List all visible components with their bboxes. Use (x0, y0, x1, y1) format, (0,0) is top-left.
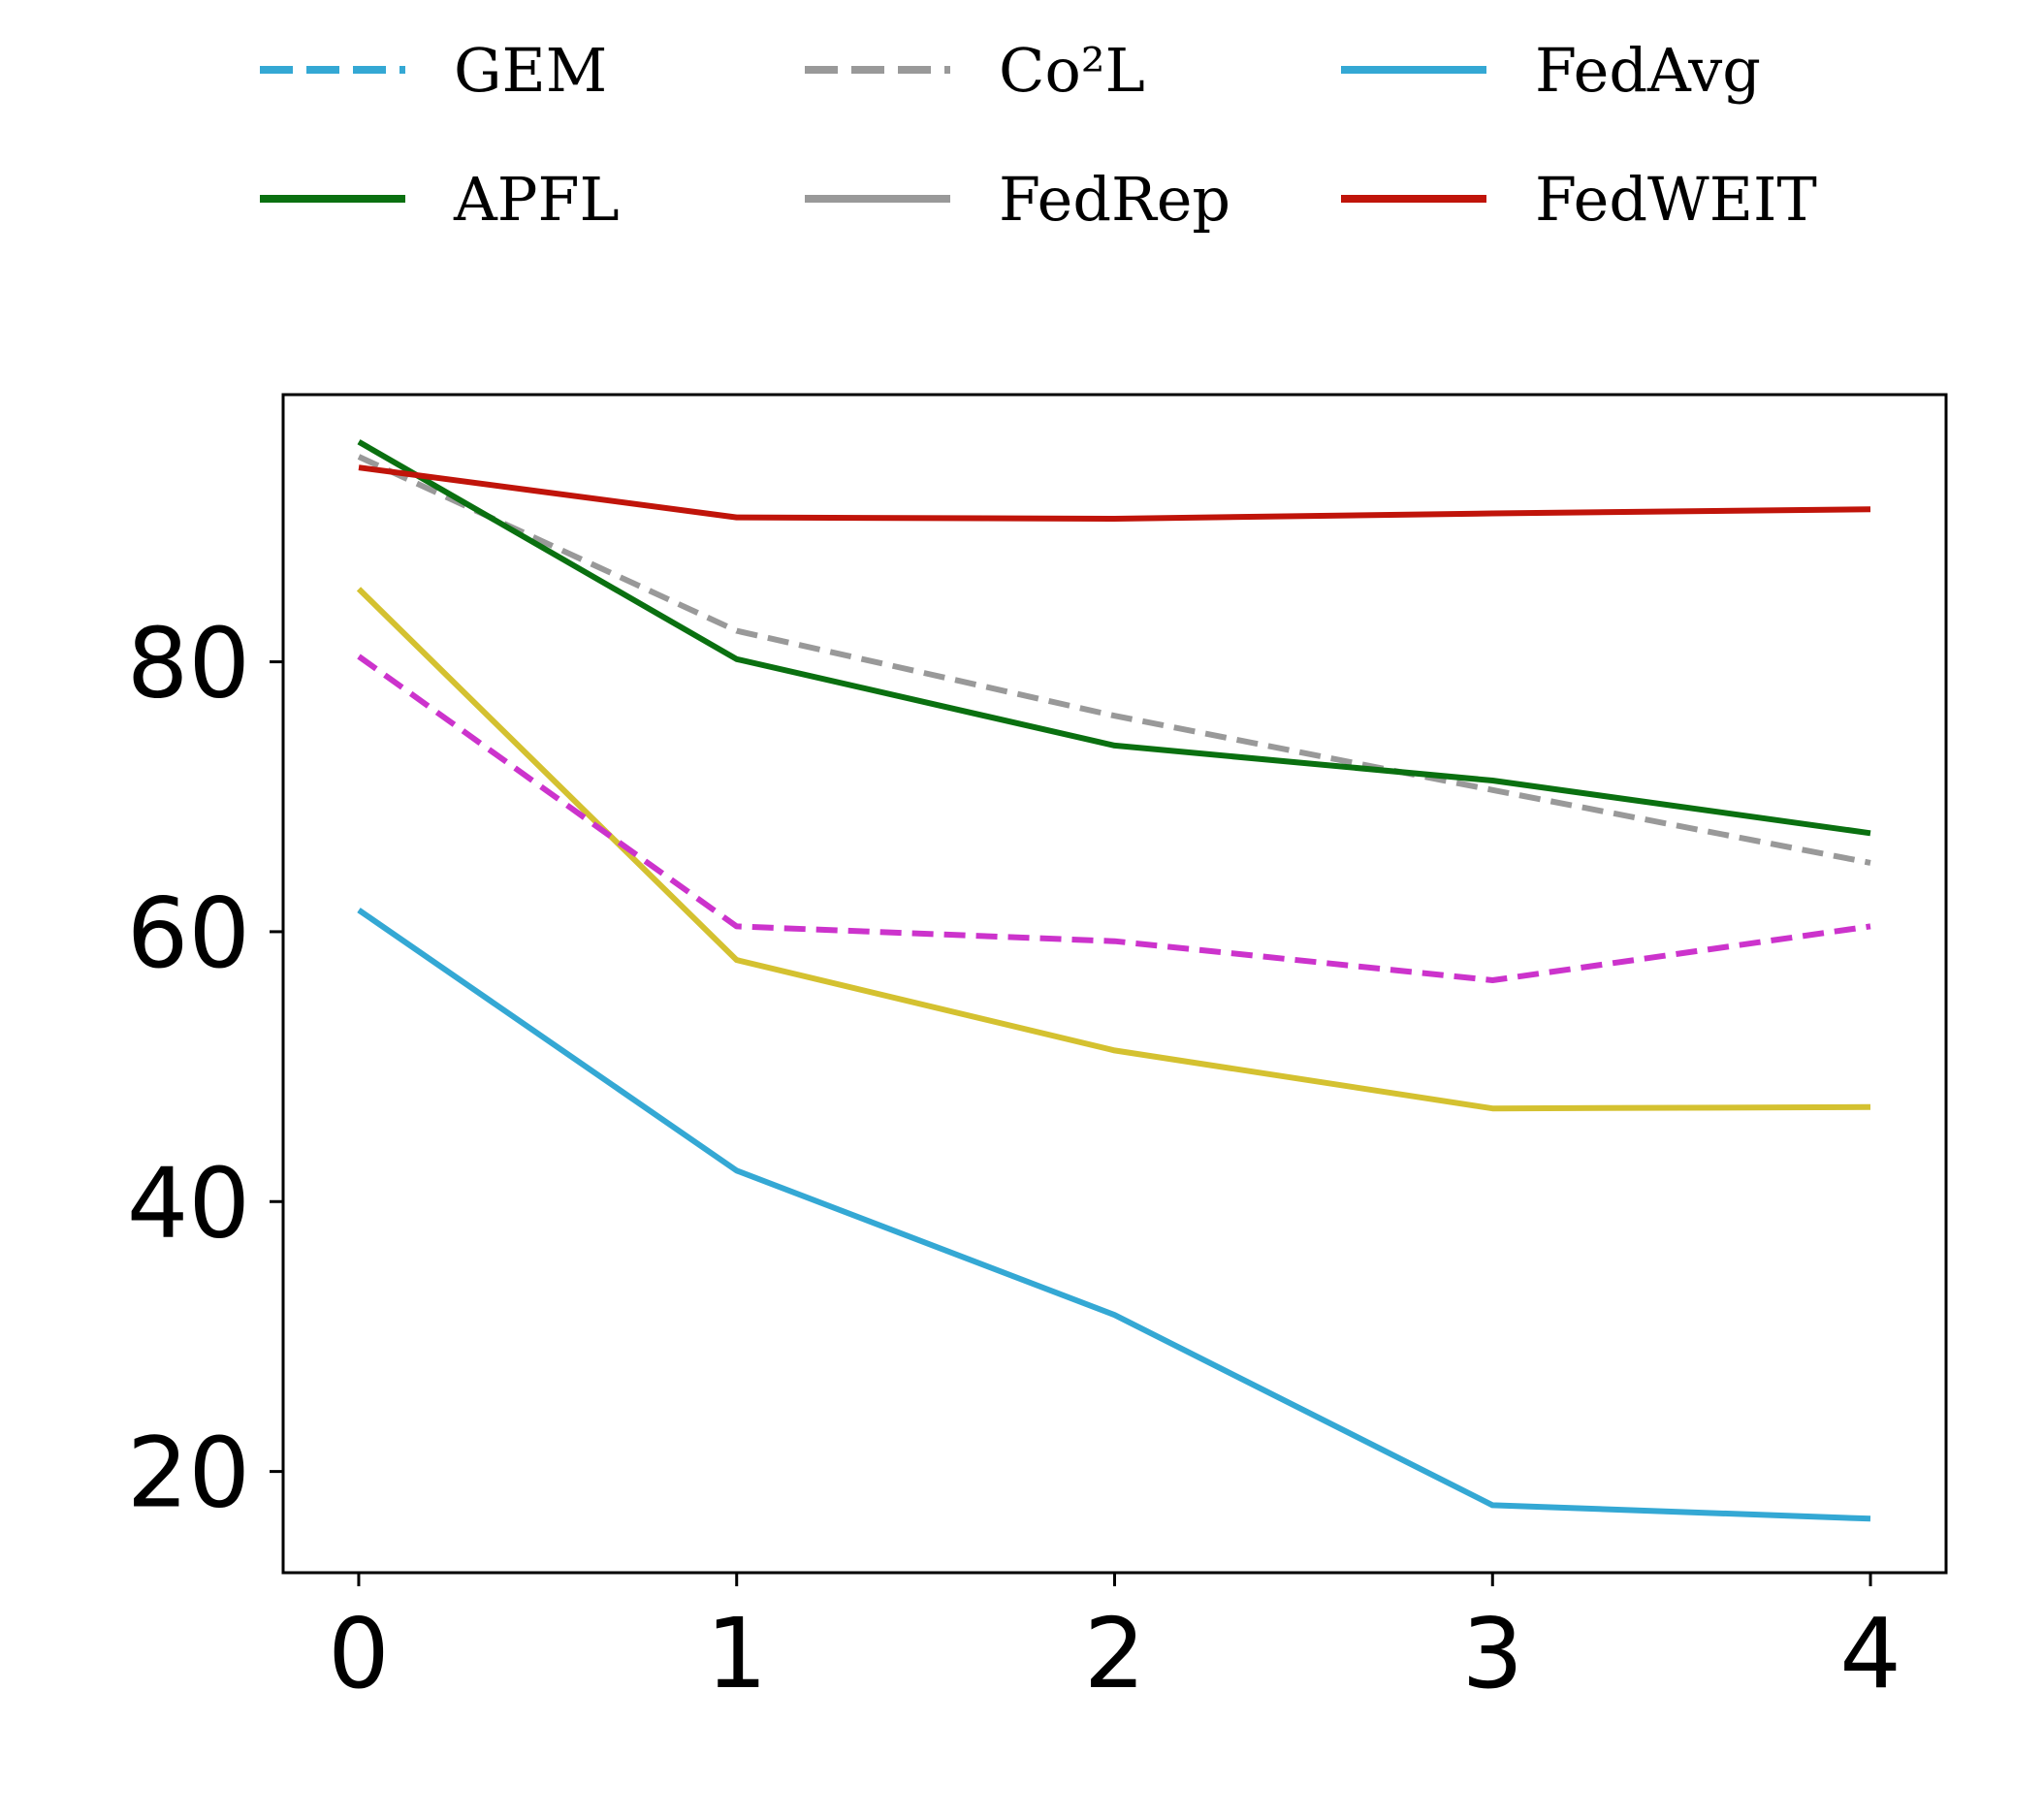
legend-label: APFL (453, 164, 620, 235)
series-line-2 (356, 587, 1871, 1112)
legend-label: Co²L (999, 35, 1145, 106)
legend-label: FedRep (999, 164, 1230, 235)
legend-label: FedWEIT (1535, 164, 1817, 235)
series-line-4 (357, 454, 1871, 866)
x-tick-label: 0 (328, 1597, 390, 1710)
x-tick-label: 3 (1461, 1597, 1523, 1710)
y-axis: 20 40 60 80 (127, 607, 283, 1530)
series-line-3 (357, 654, 1871, 983)
legend-label: GEM (454, 35, 607, 106)
plot-frame (281, 393, 1948, 1575)
y-tick-label: 80 (127, 607, 250, 720)
x-tick-label: 2 (1084, 1597, 1146, 1710)
x-tick-label: 4 (1839, 1597, 1901, 1710)
legend-label: FedAvg (1535, 35, 1761, 106)
series-line-6 (358, 464, 1871, 522)
y-tick-label: 20 (127, 1417, 250, 1530)
y-tick-label: 40 (127, 1146, 250, 1260)
series-line-5 (357, 439, 1871, 837)
x-axis: 0 1 2 3 4 (328, 1573, 1901, 1710)
legend: GEM Co²L FedAvg APFL FedRep FedWEIT (260, 35, 1817, 235)
plot-lines (356, 439, 1871, 1522)
x-tick-label: 1 (706, 1597, 768, 1710)
series-line-1 (357, 908, 1871, 1522)
y-tick-label: 60 (127, 877, 250, 990)
